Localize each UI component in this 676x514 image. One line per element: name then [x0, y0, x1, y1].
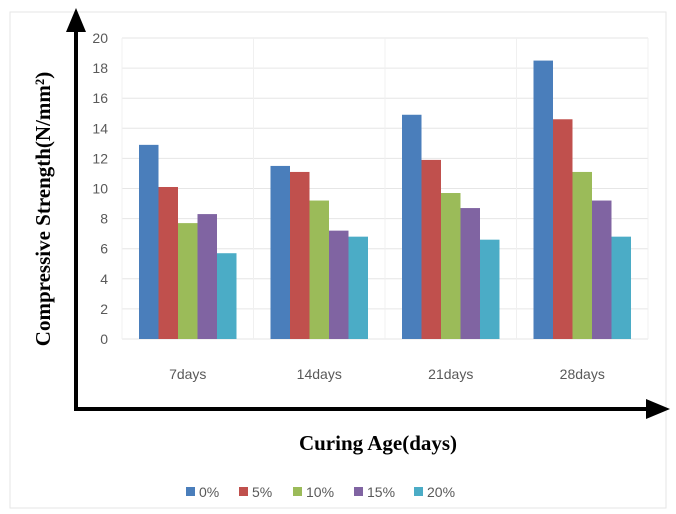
y-tick-label: 4 [100, 271, 108, 287]
y-tick-label: 18 [92, 60, 108, 76]
y-tick-label: 6 [100, 241, 108, 257]
y-axis-arrow-icon [66, 8, 86, 32]
y-tick-label: 8 [100, 211, 108, 227]
y-tick-label: 2 [100, 301, 108, 317]
bar [197, 214, 217, 339]
y-tick-label: 20 [92, 30, 108, 46]
y-tick-label: 16 [92, 90, 108, 106]
y-tick-label: 10 [92, 181, 108, 197]
y-tick-label: 0 [100, 331, 108, 347]
chart-area-border [9, 11, 667, 509]
bar [592, 200, 612, 339]
legend-label: 20% [427, 484, 455, 500]
legend-label: 0% [199, 484, 219, 500]
bar [290, 171, 310, 339]
legend-swatch [354, 487, 363, 496]
legend: 0% 5% 10% 15% 20% [186, 484, 455, 500]
legend-label: 5% [252, 484, 272, 500]
x-axis-title: Curing Age(days) [299, 431, 457, 455]
bar [402, 114, 422, 339]
x-axis-arrow-icon [646, 399, 670, 419]
y-axis-ticks: 0 2 4 6 8 10 12 14 16 18 20 [92, 30, 108, 347]
bar [441, 193, 461, 339]
bar [217, 253, 237, 339]
y-tick-label: 14 [92, 120, 108, 136]
x-tick-label: 28days [560, 366, 605, 382]
bar [329, 230, 349, 339]
plot-frame [9, 11, 667, 509]
legend-label: 10% [306, 484, 334, 500]
legend-swatch [186, 487, 195, 496]
bar [158, 186, 178, 339]
legend-label: 15% [367, 484, 395, 500]
bar [178, 223, 198, 339]
x-axis-ticks: 7days 14days 21days 28days [169, 366, 605, 382]
bar [553, 119, 573, 340]
bar [480, 239, 500, 339]
bar [611, 236, 631, 339]
bars [139, 60, 631, 340]
bar [421, 159, 441, 339]
bar [533, 60, 553, 339]
x-tick-label: 7days [169, 366, 206, 382]
y-axis-title: Compressive Strength(N/mm²) [31, 72, 55, 346]
bar [309, 200, 329, 339]
legend-swatch [293, 487, 302, 496]
x-tick-label: 14days [297, 366, 342, 382]
bar [460, 208, 480, 339]
bar [348, 236, 368, 339]
bar [270, 165, 290, 339]
y-tick-label: 12 [92, 150, 108, 166]
bar [572, 171, 592, 339]
legend-swatch [239, 487, 248, 496]
bar [139, 144, 159, 339]
x-tick-label: 21days [428, 366, 473, 382]
legend-swatch [414, 487, 423, 496]
